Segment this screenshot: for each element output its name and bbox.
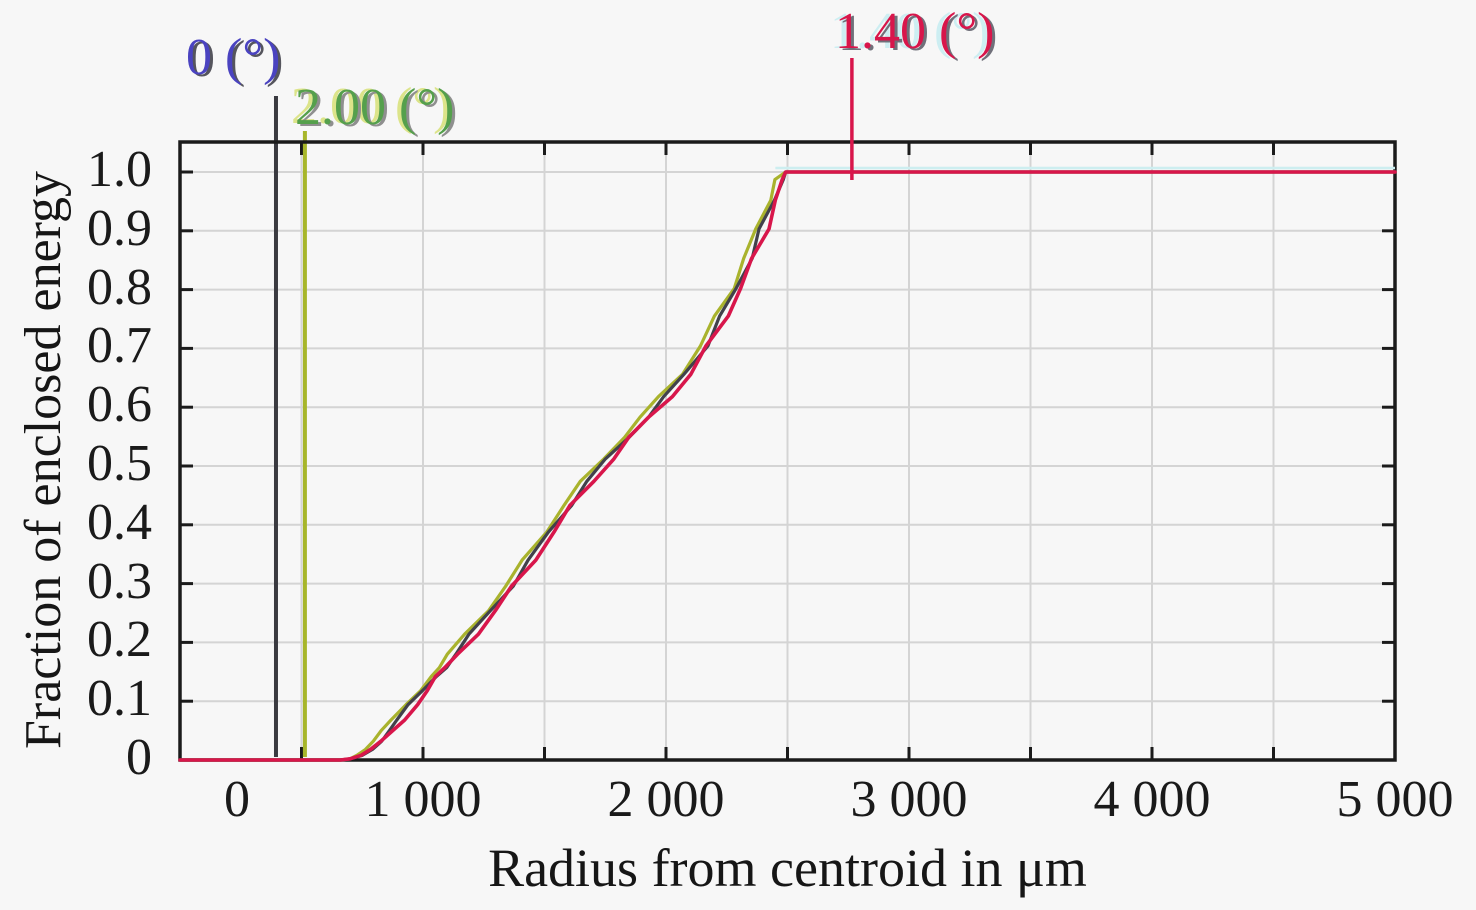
y-tick-label: 0.8 <box>87 258 152 316</box>
y-tick-label: 0.2 <box>87 611 152 669</box>
y-tick-label: 1.0 <box>87 141 152 198</box>
x-tick-label: 1 000 <box>364 771 482 828</box>
x-axis-title: Radius from centroid in μm <box>488 838 1087 898</box>
y-tick-label: 0.1 <box>87 670 152 728</box>
y-tick-label: 0.7 <box>87 317 152 375</box>
series-curve-2.00 (°) <box>178 170 1397 762</box>
x-tick-label: 3 000 <box>850 771 968 828</box>
field-label-2-00deg: 2.00 (°) <box>295 79 455 136</box>
y-tick-label: 0.5 <box>87 435 152 492</box>
field-label-1-40deg: 1.40 (°) <box>835 3 995 60</box>
x-tick-label: 4 000 <box>1093 771 1211 828</box>
plot-border <box>178 140 1397 762</box>
y-tick-label: 0.3 <box>87 552 152 610</box>
y-tick-label: 0 <box>126 729 152 786</box>
y-tick-label: 0.6 <box>87 376 152 434</box>
series-curve-1.40 (°) <box>178 170 1397 762</box>
x-tick-label: 2 000 <box>607 771 725 828</box>
field-label-0deg: 0 (°) <box>186 29 281 86</box>
y-tick-label: 0.4 <box>87 493 152 551</box>
x-tick-label: 5 000 <box>1336 771 1454 828</box>
x-tick-label: 0 <box>224 771 250 828</box>
y-tick-label: 0.9 <box>87 199 152 257</box>
